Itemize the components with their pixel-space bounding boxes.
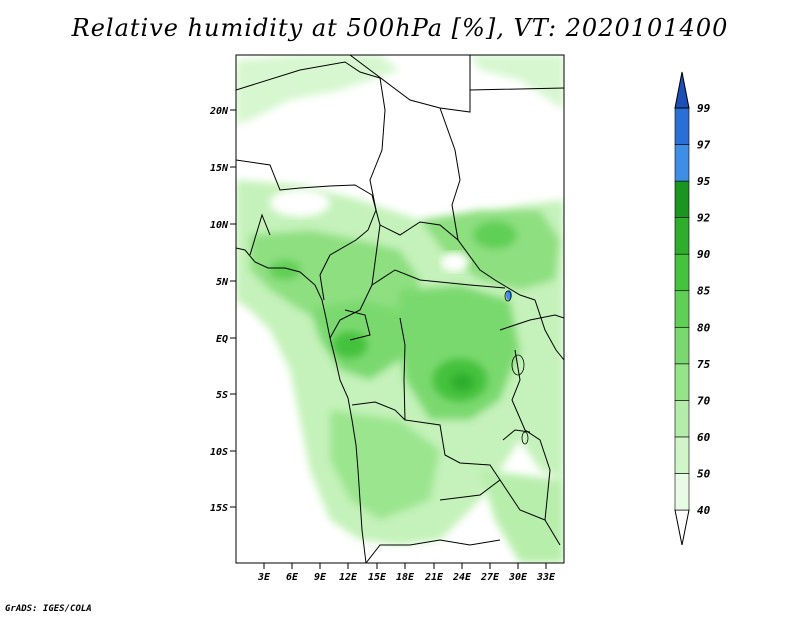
colorbar-label: 60 (697, 431, 711, 444)
colorbar-label: 75 (697, 358, 711, 371)
lon-label: 30E (508, 572, 528, 583)
lon-label: 24E (452, 572, 472, 583)
colorbar-swatch (674, 217, 690, 255)
colorbar-label: 85 (697, 285, 711, 298)
colorbar-lower-arrow (674, 509, 690, 546)
colorbar-label: 95 (697, 175, 711, 188)
colorbar-swatch (674, 107, 690, 145)
lon-label: 3E (257, 572, 271, 583)
lat-label: 20N (209, 106, 229, 117)
lon-label: 15E (368, 572, 387, 583)
colorbar-label: 90 (697, 248, 711, 261)
colorbar-swatch (674, 326, 690, 365)
colorbar-label: 97 (697, 139, 711, 152)
lat-label: 10S (210, 447, 228, 458)
map-frame (235, 54, 565, 564)
colorbar-swatch (674, 144, 690, 182)
country-borders (236, 55, 564, 563)
lon-label: 21E (424, 572, 444, 583)
lon-axis (263, 563, 547, 569)
colorbar-swatch (674, 473, 690, 511)
lon-label: 33E (536, 572, 556, 583)
lat-label: 5N (216, 277, 229, 288)
lat-label: EQ (216, 334, 228, 345)
grads-credit: GrADS: IGES/COLA (5, 604, 92, 614)
colorbar-label: 99 (697, 102, 711, 115)
colorbar-swatch (674, 400, 690, 438)
colorbar-swatch (674, 290, 690, 328)
colorbar-label: 80 (697, 321, 711, 334)
colorbar-swatch (674, 253, 690, 292)
colorbar-label: 50 (697, 467, 711, 480)
map-title: Relative humidity at 500hPa [%], VT: 202… (71, 14, 729, 42)
lat-label: 15N (210, 163, 229, 174)
lat-label: 15S (210, 503, 228, 514)
colorbar-swatch (674, 363, 690, 401)
lon-label: 9E (314, 572, 327, 583)
lakes (504, 290, 529, 445)
lon-label: 6E (286, 572, 299, 583)
lat-label: 5S (216, 390, 228, 401)
lon-label: 18E (396, 572, 415, 583)
lon-label: 27E (480, 572, 500, 583)
colorbar-label: 92 (697, 212, 711, 225)
humidity-field (236, 55, 564, 563)
colorbar-swatch (674, 180, 690, 218)
colorbar-upper-arrow (674, 71, 690, 109)
lat-axis (230, 109, 236, 508)
lat-label: 10N (210, 220, 229, 231)
lon-label: 12E (339, 572, 358, 583)
colorbar-label: 70 (697, 394, 711, 407)
colorbar-swatch (674, 436, 690, 474)
colorbar-label: 40 (697, 504, 711, 517)
colorbar: 40 50 60 70 75 80 85 90 92 95 97 99 (674, 71, 711, 546)
